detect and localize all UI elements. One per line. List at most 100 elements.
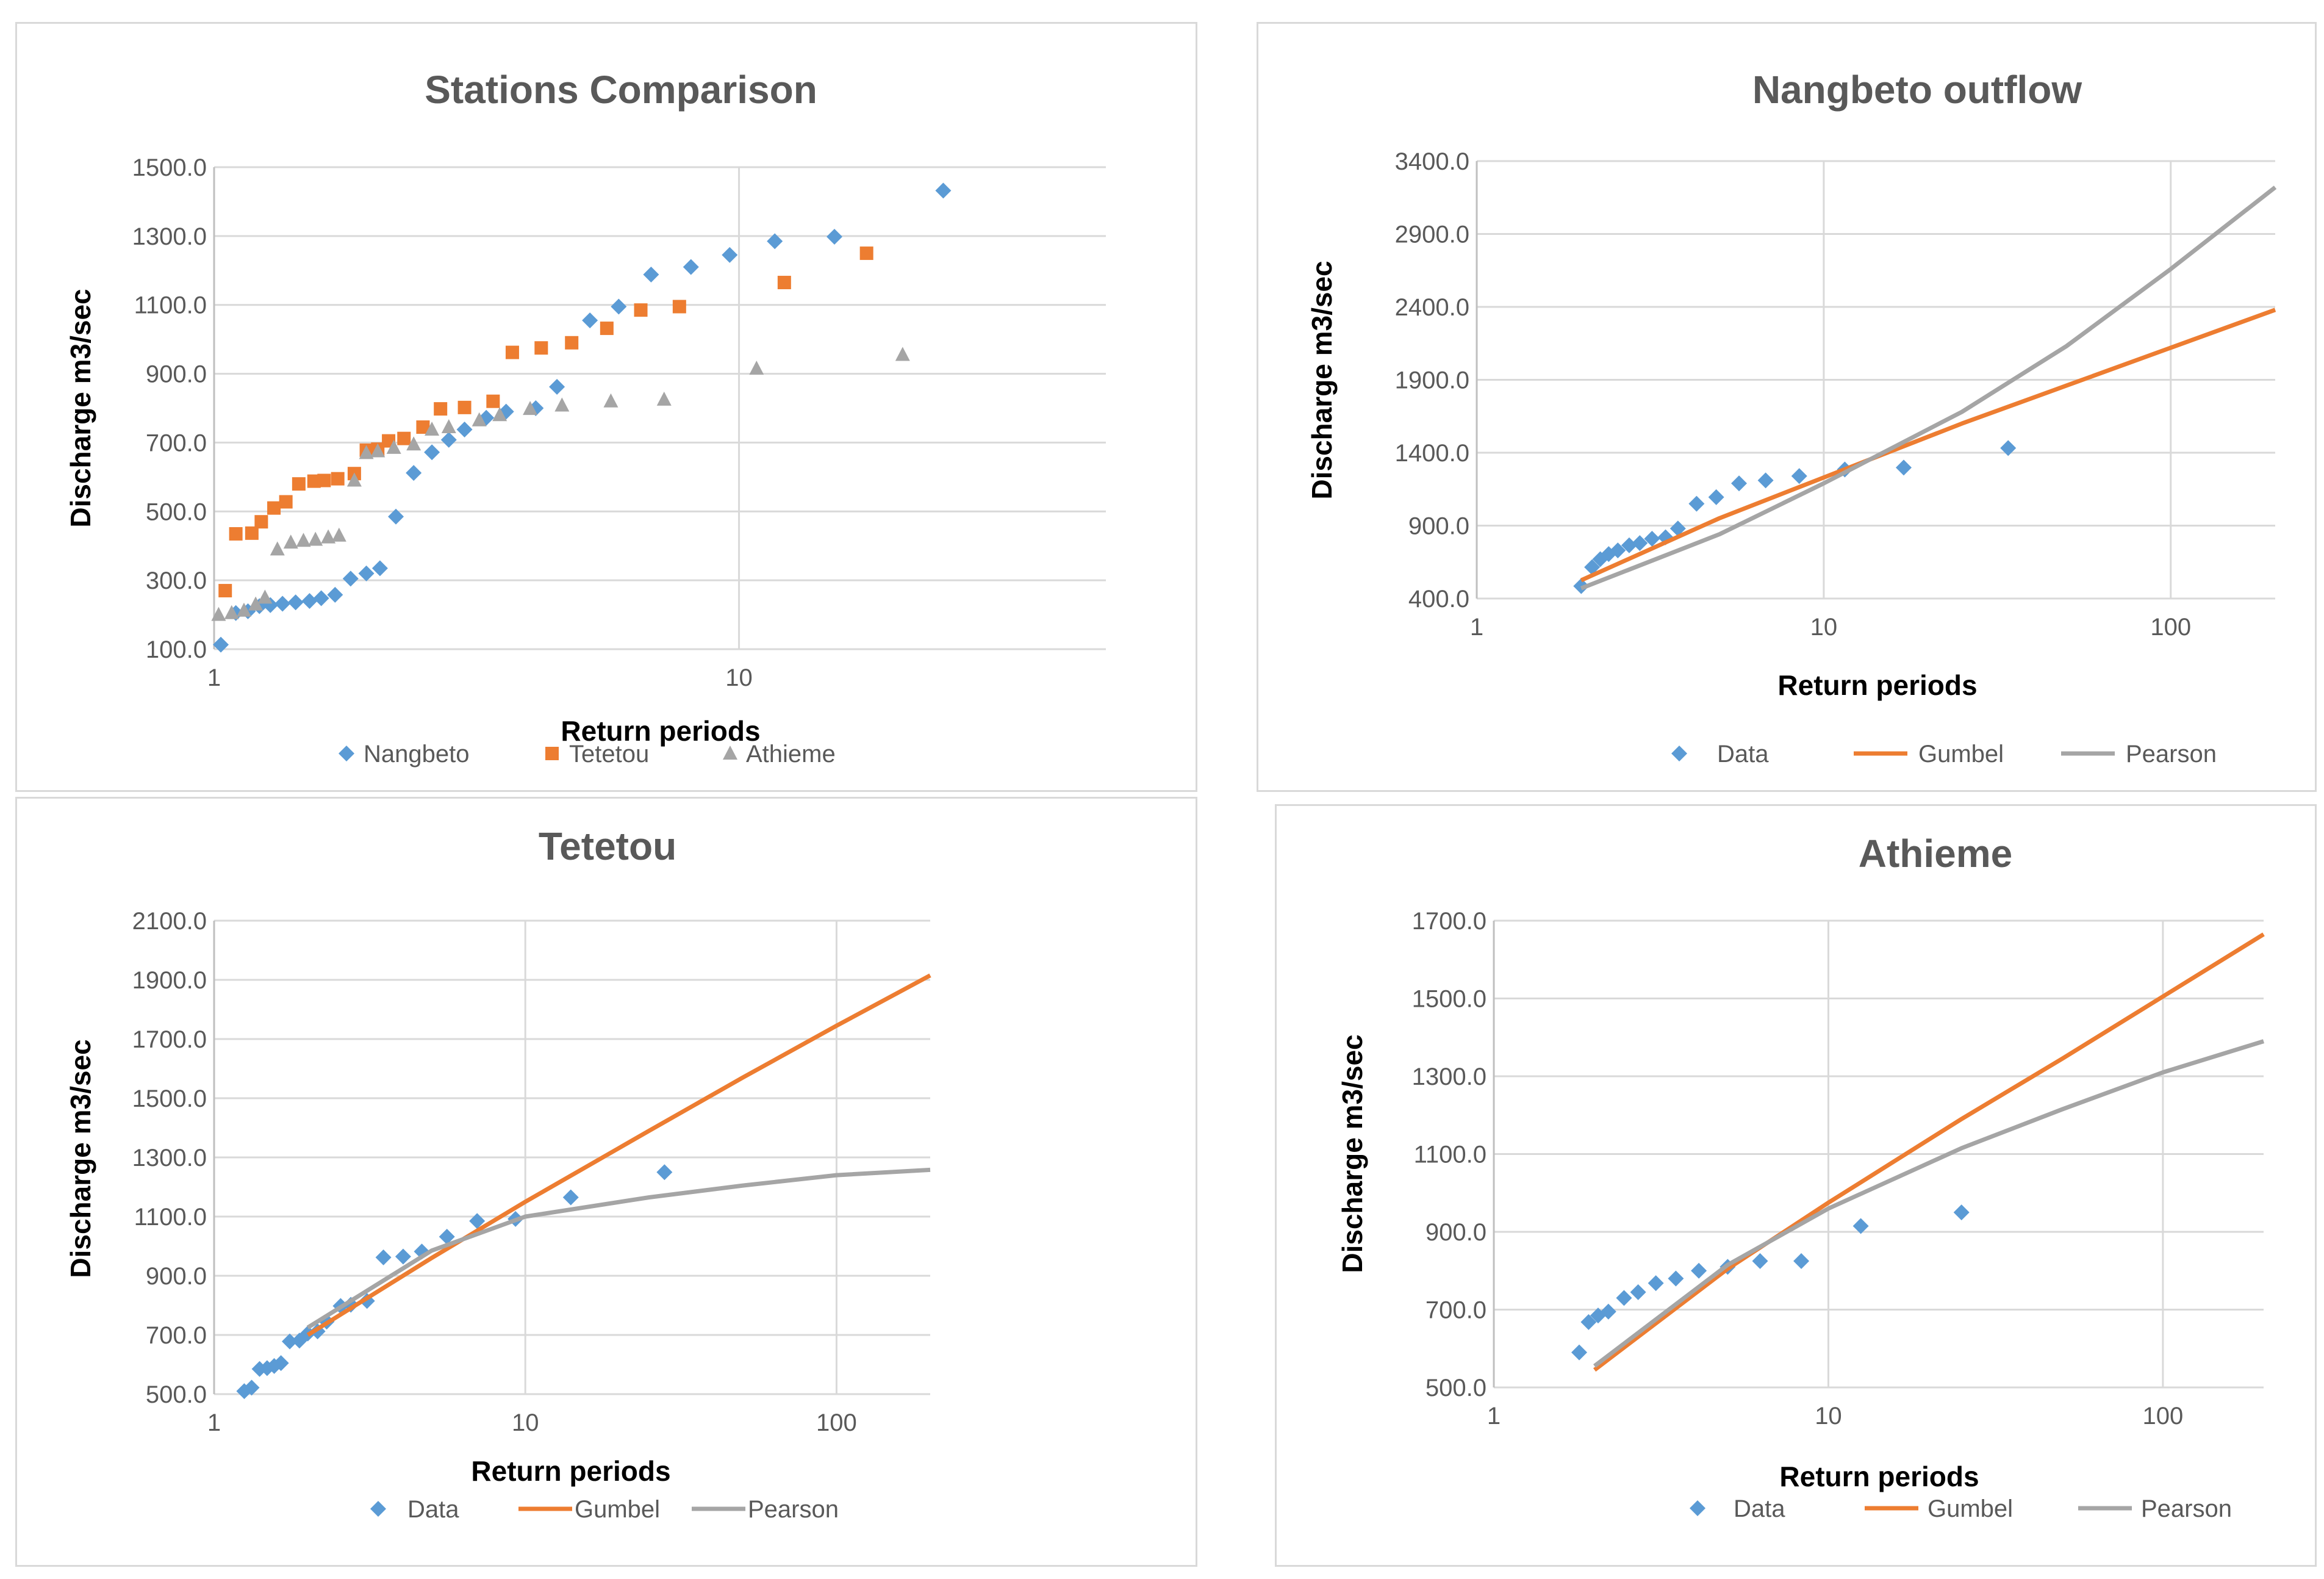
y-tick-label: 1700.0 [132, 1026, 207, 1053]
y-tick-label: 2400.0 [1395, 294, 1469, 321]
data-point [1691, 1262, 1707, 1279]
data-point [279, 495, 293, 509]
data-point [229, 527, 243, 541]
series-athieme [211, 347, 910, 621]
data-point [257, 589, 273, 604]
x-axis-title: Return periods [561, 715, 760, 747]
series-pearson [306, 1167, 931, 1329]
legend-swatch [1690, 1500, 1705, 1516]
y-tick-label: 2100.0 [132, 908, 207, 935]
series-pearson [1580, 185, 2277, 591]
line-pearson [1580, 185, 2277, 591]
data-point [251, 1361, 268, 1377]
chart-svg: Tetetou 500.0 700.0 900.0 1100.0 1300.0 1500.0… [65, 824, 931, 1523]
x-tick-label: 1 [1487, 1403, 1501, 1430]
data-point [308, 531, 323, 546]
chart-title: Athieme [1859, 832, 2013, 876]
legend-label: Pearson [2126, 741, 2217, 768]
data-point [424, 444, 440, 461]
data-point [749, 361, 764, 375]
data-point [1688, 495, 1705, 512]
chart-svg: Nangbeto outflow 400.0 900.0 1400.0 1900.0 24… [1306, 68, 2277, 768]
legend-label: Tetetou [569, 741, 649, 768]
data-point [1752, 1253, 1768, 1269]
y-axis-title: Discharge m3/sec [1306, 261, 1338, 499]
data-point [565, 336, 579, 350]
data-point [1644, 531, 1660, 547]
data-point [1730, 475, 1747, 492]
data-point [386, 439, 401, 454]
data-point [248, 596, 264, 611]
data-point [406, 465, 422, 481]
data-point [935, 182, 952, 199]
data-point [440, 431, 457, 448]
data-point [656, 1164, 673, 1181]
series-gumbel [1580, 308, 2276, 583]
series-data [1573, 440, 2017, 594]
legend-label: Athieme [746, 741, 836, 768]
data-point [1757, 472, 1774, 489]
line-pearson [306, 1167, 931, 1329]
chart-title: Stations Comparison [425, 68, 817, 112]
data-point [1668, 1270, 1684, 1287]
data-point [611, 298, 627, 315]
legend-item-pearson: Pearson [2061, 741, 2217, 768]
x-tick-label: 1 [207, 1409, 221, 1436]
data-point [274, 595, 291, 612]
legend-label: Gumbel [1918, 741, 2004, 768]
data-point [416, 420, 430, 434]
data-point [582, 312, 598, 329]
legend-item-pearson: Pearson [692, 1496, 839, 1523]
legend-label: Pearson [748, 1496, 839, 1523]
legend-label: Pearson [2141, 1495, 2232, 1522]
series-gumbel [1593, 932, 2265, 1372]
chart-panel-tetetou: Tetetou 500.0 700.0 900.0 1100.0 1300.0 1500.0… [15, 797, 1197, 1567]
x-tick-label: 10 [1810, 614, 1838, 641]
data-point [327, 586, 343, 603]
chart-panel-nangbeto-outflow: Nangbeto outflow 400.0 900.0 1400.0 1900.0 24… [1257, 22, 2317, 792]
legend: Nangbeto Tetetou Athieme [339, 741, 836, 768]
x-tick-label: 1 [207, 664, 221, 691]
legend-swatch [723, 746, 737, 760]
data-point [777, 276, 791, 290]
series-pearson [1593, 1039, 2265, 1368]
data-point [273, 1355, 289, 1372]
data-point [375, 1249, 392, 1265]
y-tick-label: 900.0 [1408, 513, 1469, 540]
data-point [767, 233, 783, 250]
data-point [472, 412, 487, 426]
data-point [672, 300, 686, 314]
series-nangbeto [213, 182, 952, 653]
legend-label: Gumbel [575, 1496, 660, 1523]
data-point [301, 593, 318, 609]
data-point [1895, 459, 1912, 476]
data-point [722, 246, 738, 263]
data-point [457, 400, 472, 414]
y-tick-label: 1700.0 [1412, 908, 1487, 935]
line-gumbel [1593, 932, 2265, 1372]
chart-svg: Athieme 500.0 700.0 900.0 1100.0 1300.0 1500.0… [1336, 832, 2265, 1522]
data-point [1584, 559, 1601, 575]
data-point [2000, 440, 2017, 456]
legend: Data Gumbel Pearson [1690, 1495, 2232, 1522]
data-point [406, 436, 421, 451]
y-tick-label: 400.0 [1408, 586, 1469, 613]
data-point [331, 472, 345, 486]
data-point [1791, 468, 1807, 484]
x-tick-label: 100 [2150, 614, 2191, 641]
chart-title: Nangbeto outflow [1752, 68, 2082, 112]
y-tick-label: 900.0 [1426, 1219, 1487, 1246]
x-tick-label: 100 [816, 1409, 857, 1436]
data-point [1630, 1284, 1646, 1300]
x-axis-title: Return periods [1779, 1461, 1979, 1492]
data-point [397, 431, 411, 445]
data-point [218, 584, 232, 598]
y-tick-label: 1100.0 [134, 292, 207, 319]
data-point [317, 473, 331, 487]
x-tick-label: 100 [2143, 1403, 2184, 1430]
data-point [486, 394, 500, 408]
data-point [505, 345, 519, 359]
legend-swatch [339, 746, 354, 761]
data-point [643, 267, 659, 283]
data-point [370, 443, 386, 458]
